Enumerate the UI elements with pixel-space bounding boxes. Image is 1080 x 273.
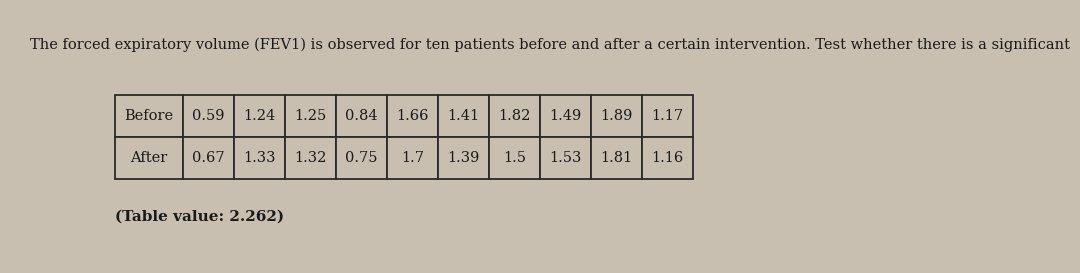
Bar bbox=[387, 137, 438, 179]
Bar bbox=[285, 137, 336, 179]
Text: 1.33: 1.33 bbox=[243, 151, 275, 165]
Text: 0.84: 0.84 bbox=[346, 109, 378, 123]
Bar bbox=[183, 137, 234, 179]
Bar bbox=[438, 95, 489, 137]
Bar bbox=[591, 95, 642, 137]
Text: (Table value: 2.262): (Table value: 2.262) bbox=[114, 210, 284, 224]
Text: 1.24: 1.24 bbox=[243, 109, 275, 123]
Text: 1.25: 1.25 bbox=[295, 109, 326, 123]
Text: After: After bbox=[131, 151, 167, 165]
Bar bbox=[642, 137, 693, 179]
Text: 1.17: 1.17 bbox=[651, 109, 684, 123]
Text: 1.49: 1.49 bbox=[550, 109, 582, 123]
Text: Before: Before bbox=[124, 109, 174, 123]
Text: 1.7: 1.7 bbox=[401, 151, 424, 165]
Bar bbox=[114, 95, 183, 137]
Text: 1.82: 1.82 bbox=[498, 109, 530, 123]
Bar bbox=[591, 137, 642, 179]
Bar bbox=[183, 95, 234, 137]
Text: The forced expiratory volume (FEV1) is observed for ten patients before and afte: The forced expiratory volume (FEV1) is o… bbox=[30, 38, 1070, 52]
Text: 1.53: 1.53 bbox=[550, 151, 582, 165]
Text: 1.66: 1.66 bbox=[396, 109, 429, 123]
Bar bbox=[234, 137, 285, 179]
Bar bbox=[234, 95, 285, 137]
Text: 1.89: 1.89 bbox=[600, 109, 633, 123]
Bar bbox=[387, 95, 438, 137]
Text: 0.59: 0.59 bbox=[192, 109, 225, 123]
Bar bbox=[336, 137, 387, 179]
Bar bbox=[489, 137, 540, 179]
Bar bbox=[642, 95, 693, 137]
Text: 0.67: 0.67 bbox=[192, 151, 225, 165]
Text: 1.32: 1.32 bbox=[295, 151, 326, 165]
Bar bbox=[285, 95, 336, 137]
Bar bbox=[438, 137, 489, 179]
Bar bbox=[540, 137, 591, 179]
Bar bbox=[489, 95, 540, 137]
Text: 1.16: 1.16 bbox=[651, 151, 684, 165]
Text: 1.81: 1.81 bbox=[600, 151, 633, 165]
Text: 1.39: 1.39 bbox=[447, 151, 480, 165]
Text: 1.5: 1.5 bbox=[503, 151, 526, 165]
Bar bbox=[114, 137, 183, 179]
Text: 0.75: 0.75 bbox=[346, 151, 378, 165]
Bar bbox=[540, 95, 591, 137]
Text: 1.41: 1.41 bbox=[447, 109, 480, 123]
Bar bbox=[336, 95, 387, 137]
